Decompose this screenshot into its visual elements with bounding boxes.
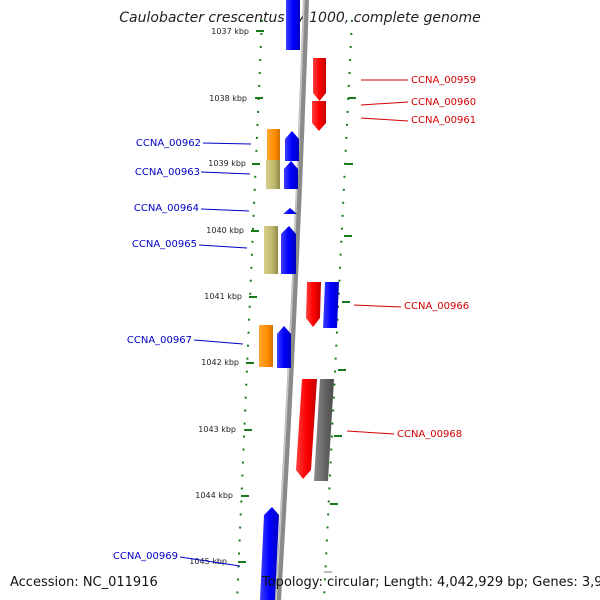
cog-bar-khaki [266,160,280,189]
gene-label-ccna-00959[interactable]: CCNA_00959 [411,75,476,86]
kbp-tick-label: 1042 kbp [201,358,239,367]
kbp-tick-label: 1044 kbp [195,491,233,500]
label-leader-line [193,339,244,345]
gene-arrow-reverse[interactable] [296,379,317,479]
cog-bars [259,129,334,481]
topology-info: Topology: circular; Length: 4,042,929 bp… [262,575,600,590]
label-leader-line [353,304,402,308]
gene-label-ccna-00966[interactable]: CCNA_00966 [404,301,469,312]
right-ticks [324,97,356,573]
label-leader-line [200,208,250,212]
gene-label-ccna-00967[interactable]: CCNA_00967 [127,335,192,346]
kbp-tick-label: 1037 kbp [211,27,249,36]
gene-label-ccna-00964[interactable]: CCNA_00964 [134,203,199,214]
gene-arrow-reverse[interactable] [312,101,326,131]
left-tick-rail [236,19,263,600]
gene-label-ccna-00962[interactable]: CCNA_00962 [136,138,201,149]
gene-arrow-forward[interactable] [277,326,291,368]
kbp-tick-label: 1040 kbp [206,226,244,235]
gene-arrow-forward[interactable] [260,507,279,600]
accession-info: Accession: NC_011916 [10,575,158,590]
gene-label-ccna-00965[interactable]: CCNA_00965 [132,239,197,250]
gene-label-ccna-00960[interactable]: CCNA_00960 [411,97,476,108]
label-leader-line [360,117,409,122]
kbp-axis: 1037 kbp 1038 kbp 1039 kbp 1040 kbp 1041… [189,27,264,566]
label-leader-line [179,556,241,567]
label-leader-line [202,142,252,145]
reverse-gene-labels: CCNA_00959 CCNA_00960 CCNA_00961 CCNA_00… [346,75,476,440]
gene-bar-forward[interactable] [323,282,339,328]
kbp-tick-label: 1038 kbp [209,94,247,103]
cog-bar-orange [267,129,280,160]
gene-arrow-forward[interactable] [286,0,300,50]
gene-arrow-forward[interactable] [283,208,297,214]
label-leader-line [200,171,251,175]
kbp-tick-label: 1039 kbp [208,159,246,168]
gene-arrow-reverse[interactable] [306,282,321,327]
cog-bar-khaki [264,226,278,274]
gene-label-ccna-00968[interactable]: CCNA_00968 [397,429,462,440]
gene-arrow-forward[interactable] [285,131,299,161]
forward-strand-genes [260,0,339,600]
reverse-strand-genes [296,58,326,479]
gene-arrow-reverse[interactable] [313,58,326,101]
kbp-tick-label: 1043 kbp [198,425,236,434]
label-leader-line [346,430,395,435]
gene-label-ccna-00969[interactable]: CCNA_00969 [113,551,178,562]
forward-gene-labels: CCNA_00962 CCNA_00963 CCNA_00964 CCNA_00… [113,138,252,567]
label-leader-line [360,101,409,106]
genome-backbone [275,0,309,600]
genome-backbone-highlight [275,0,305,600]
gene-arrow-forward[interactable] [284,161,298,189]
gene-label-ccna-00961[interactable]: CCNA_00961 [411,115,476,126]
kbp-tick-label: 1041 kbp [204,292,242,301]
cog-bar-orange [259,325,273,367]
gene-label-ccna-00963[interactable]: CCNA_00963 [135,167,200,178]
cog-bar-gray [314,379,334,481]
gene-arrow-forward[interactable] [281,226,296,274]
label-leader-line [198,244,248,249]
